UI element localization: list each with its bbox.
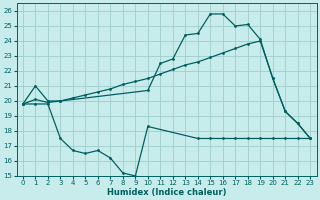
X-axis label: Humidex (Indice chaleur): Humidex (Indice chaleur) [107, 188, 226, 197]
